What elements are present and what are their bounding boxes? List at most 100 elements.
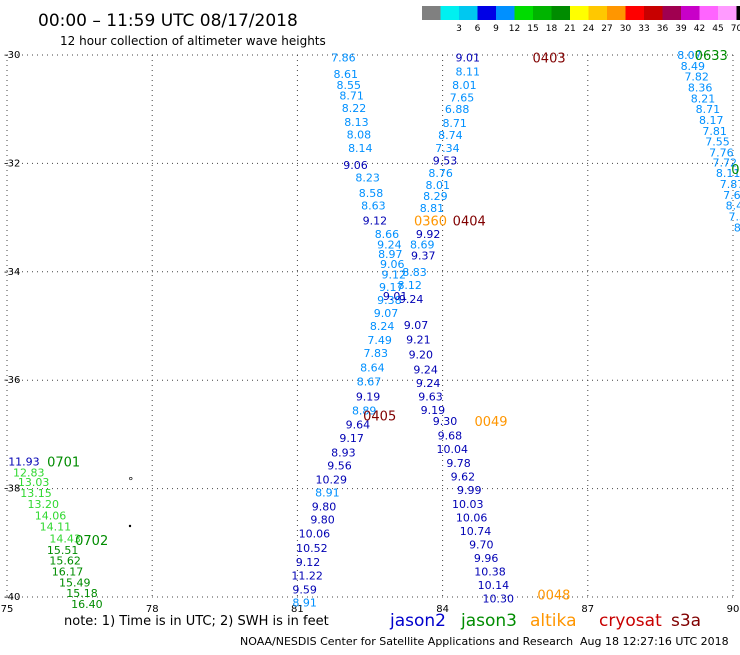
wave-height-label: 9.78 (446, 457, 471, 470)
wave-height-label: 8.14 (348, 142, 373, 155)
wave-height-label: 8.58 (359, 187, 384, 200)
wave-height-label: 6.88 (445, 103, 470, 116)
wave-height-label: 9.56 (327, 459, 352, 472)
track-dot: ° (128, 475, 134, 488)
x-tick-label: 90 (727, 604, 740, 615)
wave-height-label: 9.21 (406, 334, 431, 347)
legend-swatch (459, 6, 478, 20)
wave-height-label: 9.96 (474, 552, 499, 565)
wave-height-label: 10.30 (483, 593, 515, 606)
wave-height-label: 8.23 (355, 171, 380, 184)
legend-tick: 70 (731, 24, 740, 34)
wave-height-label: 8.93 (331, 446, 356, 459)
wave-height-label: 8.74 (438, 129, 463, 142)
satellite-name: jason3 (460, 611, 517, 631)
legend-tick: 27 (601, 24, 612, 34)
wave-height-label: 9.17 (339, 432, 364, 445)
pass-time-label: 0360 (414, 214, 447, 229)
legend-swatch (589, 6, 608, 20)
wave-height-label: 10.04 (437, 443, 469, 456)
wave-height-label: 9.80 (312, 500, 337, 513)
legend-tick: 24 (583, 24, 595, 34)
wave-height-label: 10.74 (460, 525, 492, 538)
pass-time-label: 0404 (453, 214, 486, 229)
wave-height-label: 9.63 (418, 390, 443, 403)
footer-timestamp: Aug 18 12:27:16 UTC 2018 (580, 635, 729, 648)
wave-height-label: 8.9 (734, 221, 740, 234)
wave-height-label: 8.64 (360, 362, 385, 375)
legend-tick: 42 (694, 24, 705, 34)
wave-height-label: 8.01 (452, 79, 477, 92)
wave-height-label: 8.67 (357, 375, 382, 388)
legend-tick: 18 (546, 24, 558, 34)
page-title: 00:00 – 11:59 UTC 08/17/2018 (38, 11, 298, 31)
legend-tick: 30 (620, 24, 632, 34)
pass-time-label: 0701 (47, 456, 80, 471)
pass-time-label: 0702 (75, 534, 108, 549)
legend-tick: 6 (475, 24, 481, 34)
legend-tick: 12 (509, 24, 520, 34)
wave-height-label: 9.12 (363, 214, 388, 227)
pass-time-label: 0633 (695, 49, 728, 64)
wave-height-label: 8.22 (342, 102, 367, 115)
wave-height-label: 10.03 (452, 498, 484, 511)
wave-height-label: 8.83 (402, 266, 427, 279)
legend-swatch (718, 6, 737, 20)
satellite-name: cryosat (599, 611, 662, 631)
legend-swatch (607, 6, 626, 20)
wave-height-label: 7.86 (331, 52, 356, 65)
wave-height-label: 9.30 (433, 415, 458, 428)
wave-height-label: 11.22 (291, 569, 323, 582)
satellite-name: altika (530, 611, 577, 631)
legend-swatch (737, 6, 740, 20)
legend-tick: 3 (456, 24, 462, 34)
wave-height-label: 9.70 (469, 538, 494, 551)
wave-height-label: 9.12 (296, 556, 321, 569)
legend-tick: 45 (712, 24, 723, 34)
wave-height-label: 10.06 (456, 511, 488, 524)
satellite-name: jason2 (389, 611, 446, 631)
wave-height-label: 8.63 (361, 200, 386, 213)
wave-height-label: 9.53 (433, 155, 458, 168)
wave-height-label: 9.37 (411, 250, 436, 263)
pass-time-label: 0405 (363, 409, 396, 424)
wave-height-label: 8.71 (442, 117, 467, 130)
y-tick-label: -30 (4, 50, 20, 61)
wave-height-label: 9.68 (438, 429, 463, 442)
legend-swatch (533, 6, 552, 20)
wave-height-label: 8.12 (397, 279, 422, 292)
wave-height-label: 10.14 (478, 579, 510, 592)
wave-height-label: 9.59 (292, 583, 317, 596)
pass-time-label: 0049 (474, 415, 507, 430)
wave-height-label: 9.92 (416, 228, 441, 241)
legend-tick: 39 (675, 24, 687, 34)
wave-height-label: 7.49 (367, 334, 392, 347)
wave-height-label: 9.62 (451, 471, 476, 484)
legend-swatch (422, 6, 441, 20)
footer-note: note: 1) Time is in UTC; 2) SWH is in fe… (64, 614, 329, 629)
wave-height-label: 9.07 (404, 319, 429, 332)
wave-height-label: 9.06 (343, 159, 368, 172)
wave-height-label: 9.24 (399, 293, 424, 306)
wave-height-label: 9.01 (456, 52, 481, 65)
wave-height-label: 8.91 (315, 486, 340, 499)
wave-height-label: 10.06 (299, 528, 331, 541)
x-tick-label: 87 (581, 604, 594, 615)
y-tick-label: -32 (4, 158, 20, 169)
wave-height-label: 9.20 (409, 349, 434, 362)
legend-swatch (681, 6, 700, 20)
track-dot (129, 525, 131, 527)
wave-height-label: 7.34 (435, 142, 460, 155)
wave-height-label: 8.13 (344, 116, 369, 129)
wave-height-label: 9.80 (310, 513, 335, 526)
satellite-name: s3a (671, 611, 701, 631)
legend-swatch (552, 6, 571, 20)
wave-height-label: 8.71 (339, 90, 364, 103)
wave-height-label: 8.91 (292, 596, 317, 609)
wave-height-label: 10.38 (474, 566, 506, 579)
footer-credit: NOAA/NESDIS Center for Satellite Applica… (240, 635, 573, 648)
wave-height-label: 9.19 (356, 390, 381, 403)
wave-height-label: 9.07 (374, 307, 399, 320)
legend-swatch (515, 6, 534, 20)
